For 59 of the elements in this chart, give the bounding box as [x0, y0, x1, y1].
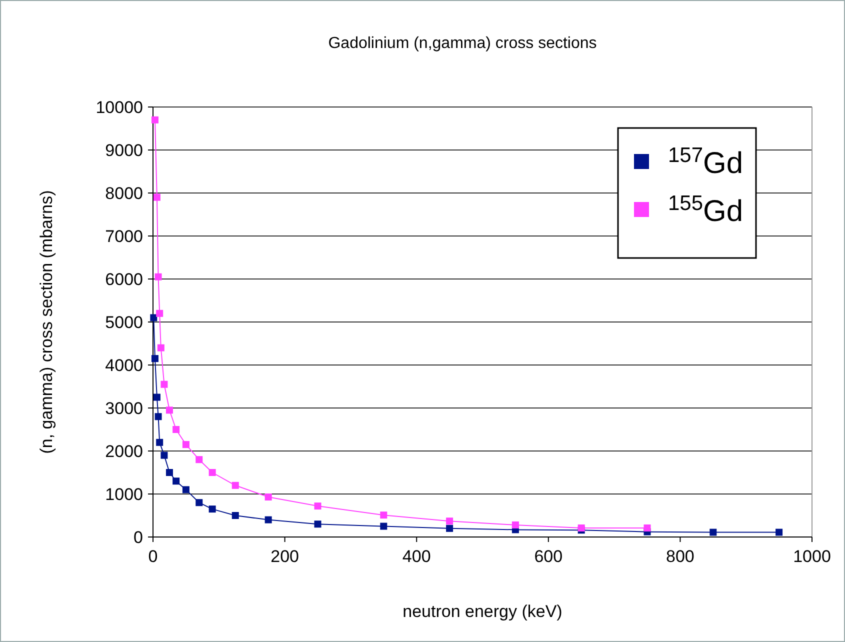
point: [232, 482, 239, 489]
y-tick-label: 9000: [105, 140, 143, 160]
x-tick-label: 400: [402, 547, 431, 566]
point: [153, 394, 160, 401]
point: [150, 314, 158, 322]
y-tick-label: 10000: [96, 98, 143, 117]
point: [314, 520, 322, 528]
point: [380, 522, 388, 530]
point: [264, 516, 272, 524]
y-tick-label: 7000: [105, 226, 143, 246]
point: [710, 528, 717, 536]
legend-label: $^{157}$Gd: [668, 144, 744, 180]
chart-title: Gadolinium (n,gamma) cross sections: [328, 35, 597, 52]
y-tick-label: 3000: [105, 398, 143, 418]
point: [172, 426, 180, 433]
point: [380, 512, 388, 519]
y-tick-label: 5000: [105, 312, 143, 332]
y-tick-label: 6000: [105, 270, 143, 289]
point: [196, 456, 203, 464]
point: [151, 355, 158, 362]
point: [154, 273, 162, 280]
point: [314, 502, 322, 510]
y-tick-label: 0: [134, 528, 143, 547]
point: [166, 406, 173, 414]
point: [154, 413, 162, 420]
point: [446, 518, 454, 525]
x-axis-title: neutron energy (keV): [402, 602, 562, 621]
x-tick-label: 0: [148, 547, 158, 566]
y-axis-title: (n, gamma) cross section (mbarns): [37, 190, 56, 454]
y-tick-label: 1000: [105, 484, 143, 504]
point: [208, 469, 216, 476]
point: [153, 194, 160, 201]
point: [157, 344, 164, 352]
point: [264, 494, 272, 501]
point: [182, 441, 190, 448]
point: [156, 310, 164, 317]
point: [644, 524, 651, 532]
y-tick-label: 4000: [105, 356, 143, 375]
legend-label: $^{155}$Gd: [668, 192, 744, 228]
point: [512, 521, 519, 528]
point: [446, 524, 454, 532]
y-tick-label: 2000: [105, 442, 143, 461]
point: [166, 469, 173, 476]
point: [182, 486, 190, 494]
point: [156, 438, 164, 446]
point: [151, 116, 158, 124]
point: [232, 512, 239, 519]
point: [160, 452, 168, 459]
point: [578, 524, 585, 532]
point: [208, 506, 216, 513]
point: [160, 380, 168, 388]
x-tick-label: 600: [534, 547, 563, 566]
x-tick-label: 800: [666, 547, 694, 566]
point: [196, 499, 203, 506]
x-tick-label: 200: [270, 547, 299, 566]
point: [776, 528, 783, 536]
x-tick-label: 1000: [793, 547, 831, 566]
point: [172, 478, 180, 485]
y-tick-label: 8000: [105, 184, 143, 203]
